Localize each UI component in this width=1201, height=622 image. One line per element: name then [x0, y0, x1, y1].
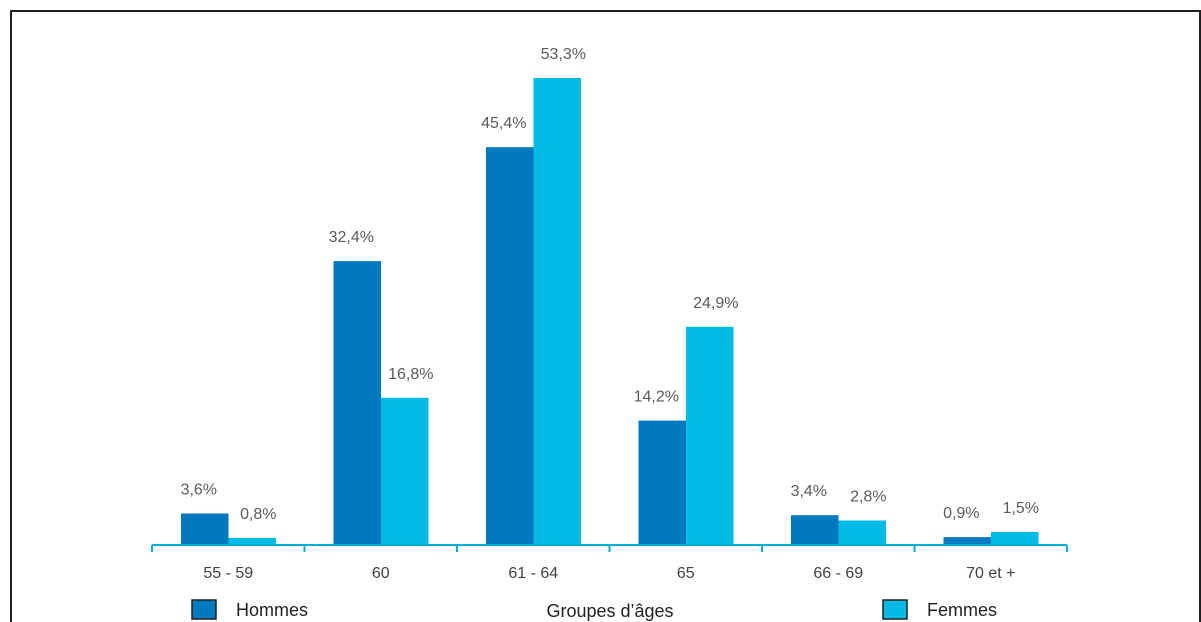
x-tick-label-3: 65: [677, 565, 695, 582]
x-axis: [151, 544, 1068, 552]
x-tick-labels: 55 - 59 60 61 - 64 65 66 - 69 70 et +: [203, 565, 1015, 582]
x-axis-label: Groupes d’âges: [546, 601, 673, 621]
chart-frame: [10, 10, 1201, 622]
value-label-femmes-3: 24,9%: [693, 295, 738, 312]
x-tick-label-5: 70 et +: [966, 565, 1015, 582]
x-tick-label-0: 55 - 59: [203, 565, 253, 582]
value-label-hommes-2: 45,4%: [481, 115, 526, 132]
bar-femmes-3: [686, 326, 734, 545]
legend-label-femmes: Femmes: [927, 600, 997, 620]
legend-label-hommes: Hommes: [236, 600, 308, 620]
bar-femmes-5: [991, 531, 1039, 545]
value-label-hommes-5: 0,9%: [943, 505, 979, 522]
value-label-hommes-1: 32,4%: [329, 229, 374, 246]
bar-femmes-1: [381, 397, 429, 545]
value-label-femmes-4: 2,8%: [850, 489, 886, 506]
value-label-femmes-2: 53,3%: [541, 46, 586, 63]
bar-hommes-5: [943, 537, 991, 545]
legend-swatch-hommes: [191, 599, 217, 620]
legend-swatch-femmes: [882, 599, 908, 620]
value-label-hommes-3: 14,2%: [634, 389, 679, 406]
x-tick-label-2: 61 - 64: [508, 565, 558, 582]
value-label-hommes-0: 3,6%: [181, 482, 217, 499]
bar-femmes-0: [228, 538, 276, 545]
bar-femmes-2: [533, 78, 581, 545]
bar-hommes-4: [791, 515, 839, 545]
x-tick-label-1: 60: [372, 565, 390, 582]
bar-hommes-3: [638, 420, 686, 545]
value-label-femmes-5: 1,5%: [1003, 500, 1039, 517]
bar-femmes-4: [838, 520, 886, 545]
bar-hommes-0: [181, 513, 229, 545]
bar-hommes-1: [333, 261, 381, 545]
value-label-femmes-1: 16,8%: [388, 366, 433, 383]
bar-hommes-2: [486, 147, 534, 545]
bars-group: [181, 78, 1039, 545]
value-labels-group: 3,6% 0,8% 32,4% 16,8% 45,4% 53,3% 14,2% 24,9% 3,…: [181, 46, 1039, 523]
value-label-femmes-0: 0,8%: [240, 506, 276, 523]
x-tick-label-4: 66 - 69: [813, 565, 863, 582]
value-label-hommes-4: 3,4%: [791, 483, 827, 500]
